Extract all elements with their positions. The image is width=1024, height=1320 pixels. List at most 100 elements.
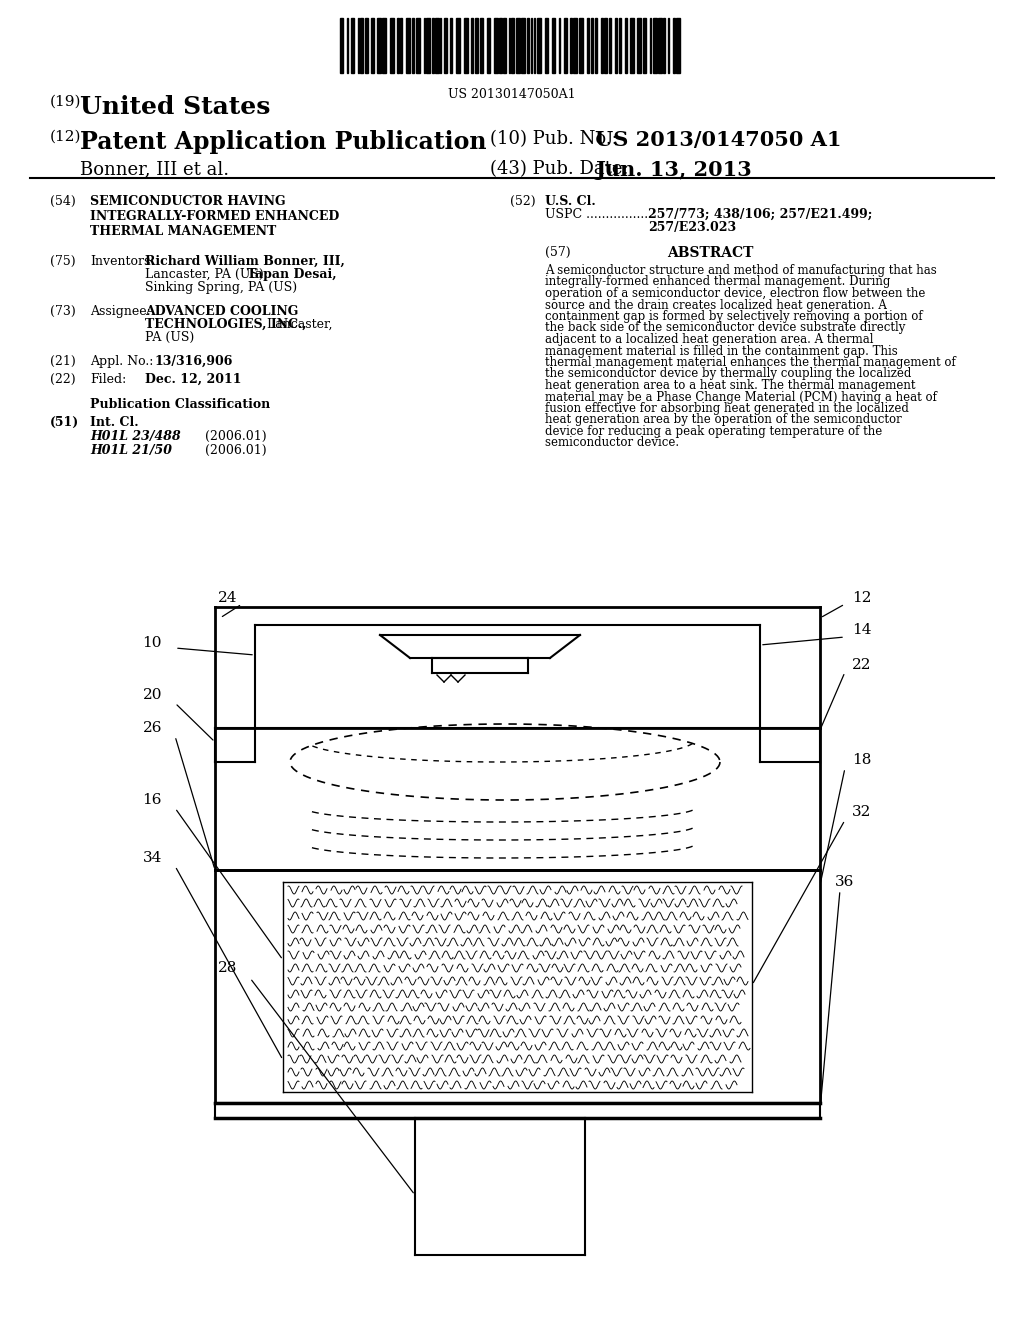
- Text: H01L 21/50: H01L 21/50: [90, 444, 172, 457]
- Text: Assignee:: Assignee:: [90, 305, 151, 318]
- Text: 14: 14: [852, 623, 871, 638]
- Bar: [432, 18, 434, 73]
- Bar: [573, 18, 577, 73]
- Text: Sinking Spring, PA (US): Sinking Spring, PA (US): [145, 281, 297, 294]
- Text: 36: 36: [835, 875, 854, 888]
- Bar: [570, 18, 572, 73]
- Text: containment gap is formed by selectively removing a portion of: containment gap is formed by selectively…: [545, 310, 923, 323]
- Bar: [630, 18, 634, 73]
- Bar: [390, 18, 394, 73]
- Text: 24: 24: [217, 591, 237, 605]
- Text: (2006.01): (2006.01): [205, 444, 266, 457]
- Text: Appl. No.:: Appl. No.:: [90, 355, 154, 368]
- Bar: [658, 18, 662, 73]
- Text: Inventors:: Inventors:: [90, 255, 155, 268]
- Bar: [653, 18, 657, 73]
- Text: source and the drain creates localized heat generation. A: source and the drain creates localized h…: [545, 298, 887, 312]
- Text: 12: 12: [852, 591, 871, 605]
- Bar: [609, 18, 611, 73]
- Text: 34: 34: [142, 851, 162, 865]
- Text: the back side of the semiconductor device substrate directly: the back side of the semiconductor devic…: [545, 322, 905, 334]
- Bar: [450, 18, 452, 73]
- Text: ABSTRACT: ABSTRACT: [667, 246, 754, 260]
- Text: integrally-formed enhanced thermal management. During: integrally-formed enhanced thermal manag…: [545, 276, 891, 289]
- Bar: [527, 18, 529, 73]
- Text: U.S. Cl.: U.S. Cl.: [545, 195, 596, 209]
- Text: (75): (75): [50, 255, 76, 268]
- Bar: [435, 18, 439, 73]
- Text: 32: 32: [852, 805, 871, 818]
- Bar: [416, 18, 420, 73]
- Text: A semiconductor structure and method of manufacturing that has: A semiconductor structure and method of …: [545, 264, 937, 277]
- Bar: [552, 18, 555, 73]
- Bar: [397, 18, 399, 73]
- Text: Dec. 12, 2011: Dec. 12, 2011: [145, 374, 242, 385]
- Text: (52): (52): [510, 195, 536, 209]
- Bar: [511, 18, 514, 73]
- Bar: [637, 18, 641, 73]
- Text: (22): (22): [50, 374, 76, 385]
- Text: (54): (54): [50, 195, 76, 209]
- Text: Richard William Bonner, III,: Richard William Bonner, III,: [145, 255, 345, 268]
- Text: 18: 18: [852, 752, 871, 767]
- Text: management material is filled in the containment gap. This: management material is filled in the con…: [545, 345, 898, 358]
- Bar: [377, 18, 381, 73]
- Text: (43) Pub. Date:: (43) Pub. Date:: [490, 160, 629, 178]
- Bar: [371, 18, 374, 73]
- Bar: [587, 18, 589, 73]
- Text: operation of a semiconductor device, electron flow between the: operation of a semiconductor device, ele…: [545, 286, 926, 300]
- Bar: [521, 18, 525, 73]
- Bar: [601, 18, 603, 73]
- Text: USPC .................: USPC .................: [545, 209, 652, 220]
- Text: 13/316,906: 13/316,906: [155, 355, 233, 368]
- Bar: [382, 18, 386, 73]
- Text: H01L 23/488: H01L 23/488: [90, 430, 181, 444]
- Text: adjacent to a localized heat generation area. A thermal: adjacent to a localized heat generation …: [545, 333, 873, 346]
- Bar: [487, 18, 490, 73]
- Text: 26: 26: [142, 721, 162, 735]
- Bar: [406, 18, 410, 73]
- Text: ADVANCED COOLING: ADVANCED COOLING: [145, 305, 298, 318]
- Text: Lancaster, PA (US);: Lancaster, PA (US);: [145, 268, 272, 281]
- Bar: [480, 18, 483, 73]
- Bar: [464, 18, 468, 73]
- Text: Tapan Desai,: Tapan Desai,: [247, 268, 337, 281]
- Text: fusion effective for absorbing heat generated in the localized: fusion effective for absorbing heat gene…: [545, 403, 909, 414]
- Text: 20: 20: [142, 688, 162, 702]
- Bar: [618, 18, 621, 73]
- Bar: [604, 18, 607, 73]
- Bar: [471, 18, 473, 73]
- Text: 257/E23.023: 257/E23.023: [648, 220, 736, 234]
- Text: (51): (51): [50, 416, 79, 429]
- Bar: [412, 18, 414, 73]
- Bar: [545, 18, 548, 73]
- Text: device for reducing a peak operating temperature of the: device for reducing a peak operating tem…: [545, 425, 883, 438]
- Bar: [340, 18, 343, 73]
- Bar: [625, 18, 627, 73]
- Text: Lancaster,: Lancaster,: [263, 318, 333, 331]
- Bar: [663, 18, 665, 73]
- Text: material may be a Phase Change Material (PCM) having a heat of: material may be a Phase Change Material …: [545, 391, 937, 404]
- Text: 16: 16: [142, 793, 162, 807]
- Text: Publication Classification: Publication Classification: [90, 399, 270, 411]
- Text: (21): (21): [50, 355, 76, 368]
- Bar: [456, 18, 460, 73]
- Text: 257/773; 438/106; 257/E21.499;: 257/773; 438/106; 257/E21.499;: [648, 209, 872, 220]
- Bar: [494, 18, 498, 73]
- Text: (2006.01): (2006.01): [205, 430, 266, 444]
- Text: (73): (73): [50, 305, 76, 318]
- Bar: [503, 18, 506, 73]
- Text: 10: 10: [142, 636, 162, 649]
- Text: Jun. 13, 2013: Jun. 13, 2013: [595, 160, 752, 180]
- Text: 22: 22: [852, 657, 871, 672]
- Text: TECHNOLOGIES, INC.,: TECHNOLOGIES, INC.,: [145, 318, 306, 331]
- Text: semiconductor device.: semiconductor device.: [545, 437, 679, 450]
- Bar: [564, 18, 567, 73]
- Text: the semiconductor device by thermally coupling the localized: the semiconductor device by thermally co…: [545, 367, 911, 380]
- Text: heat generation area by the operation of the semiconductor: heat generation area by the operation of…: [545, 413, 902, 426]
- Bar: [673, 18, 675, 73]
- Text: US 20130147050A1: US 20130147050A1: [449, 88, 575, 102]
- Text: 28: 28: [218, 961, 237, 975]
- Bar: [579, 18, 583, 73]
- Text: PA (US): PA (US): [145, 331, 195, 345]
